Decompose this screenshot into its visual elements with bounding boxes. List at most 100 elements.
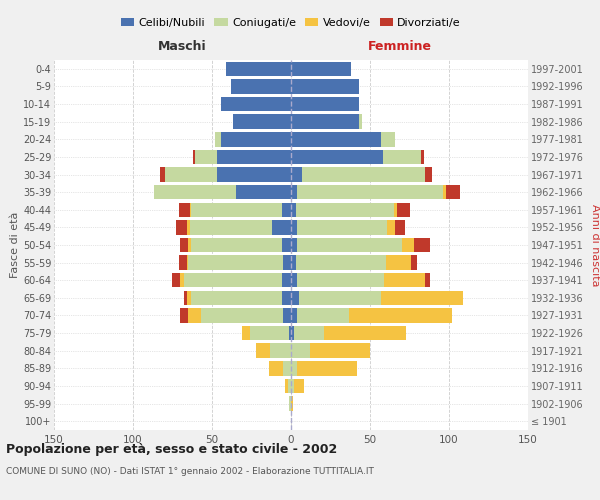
Bar — [298, 308, 349, 322]
Bar — [193, 150, 194, 164]
Bar — [299, 290, 381, 305]
Bar — [386, 256, 411, 270]
Bar — [187, 256, 188, 270]
Bar — [298, 185, 443, 200]
Bar — [291, 273, 298, 287]
Bar — [231, 79, 291, 94]
Bar — [281, 290, 291, 305]
Bar — [221, 97, 291, 112]
Bar — [269, 361, 283, 376]
Bar — [188, 238, 191, 252]
Bar — [187, 290, 191, 305]
Bar — [236, 185, 291, 200]
Bar — [176, 220, 187, 234]
Bar — [395, 220, 405, 234]
Bar — [187, 220, 190, 234]
Legend: Celibi/Nubili, Coniugati/e, Vedovi/e, Divorziati/e: Celibi/Nubili, Coniugati/e, Vedovi/e, Di… — [116, 14, 466, 32]
Text: Femmine: Femmine — [368, 40, 432, 52]
Bar — [291, 344, 310, 358]
Bar — [324, 326, 406, 340]
Bar — [394, 202, 397, 217]
Bar — [291, 114, 359, 129]
Bar — [291, 150, 383, 164]
Bar — [383, 150, 421, 164]
Bar — [283, 308, 291, 322]
Bar — [281, 202, 291, 217]
Bar — [302, 168, 425, 181]
Bar — [298, 220, 388, 234]
Bar — [201, 308, 283, 322]
Bar — [296, 256, 386, 270]
Bar — [217, 168, 291, 181]
Bar — [217, 150, 291, 164]
Bar — [294, 326, 324, 340]
Bar — [425, 273, 430, 287]
Bar — [191, 202, 281, 217]
Bar — [349, 308, 452, 322]
Bar — [446, 185, 460, 200]
Bar — [291, 97, 359, 112]
Bar — [291, 79, 359, 94]
Bar — [272, 220, 291, 234]
Bar — [190, 202, 191, 217]
Bar — [191, 238, 281, 252]
Bar — [291, 202, 296, 217]
Bar — [194, 150, 217, 164]
Bar — [291, 256, 296, 270]
Bar — [291, 220, 298, 234]
Bar — [283, 361, 291, 376]
Bar — [184, 290, 187, 305]
Bar — [289, 326, 291, 340]
Bar — [388, 220, 395, 234]
Bar — [283, 256, 291, 270]
Bar — [281, 238, 291, 252]
Bar — [191, 290, 281, 305]
Bar — [215, 132, 221, 146]
Bar — [233, 114, 291, 129]
Bar — [160, 168, 164, 181]
Bar — [414, 238, 430, 252]
Bar — [173, 273, 181, 287]
Bar — [281, 273, 291, 287]
Bar — [289, 396, 291, 411]
Bar — [411, 256, 418, 270]
Bar — [181, 308, 188, 322]
Text: Maschi: Maschi — [158, 40, 206, 52]
Bar — [298, 361, 358, 376]
Bar — [310, 344, 370, 358]
Bar — [294, 378, 304, 393]
Bar — [443, 185, 446, 200]
Bar — [181, 273, 184, 287]
Bar — [291, 185, 298, 200]
Bar — [291, 378, 294, 393]
Bar — [291, 396, 293, 411]
Bar — [291, 132, 381, 146]
Bar — [154, 185, 236, 200]
Y-axis label: Fasce di età: Fasce di età — [10, 212, 20, 278]
Bar — [184, 273, 281, 287]
Bar — [401, 238, 414, 252]
Bar — [384, 273, 425, 287]
Bar — [179, 202, 190, 217]
Bar — [359, 114, 362, 129]
Bar — [298, 238, 401, 252]
Bar — [284, 378, 288, 393]
Bar — [291, 238, 298, 252]
Bar — [397, 202, 409, 217]
Bar — [296, 202, 394, 217]
Bar — [250, 326, 289, 340]
Bar — [256, 344, 271, 358]
Bar — [381, 132, 395, 146]
Y-axis label: Anni di nascita: Anni di nascita — [590, 204, 600, 286]
Bar — [291, 62, 351, 76]
Bar — [288, 378, 291, 393]
Bar — [381, 290, 463, 305]
Bar — [190, 220, 272, 234]
Bar — [421, 150, 424, 164]
Bar — [291, 308, 298, 322]
Bar — [291, 290, 299, 305]
Bar — [425, 168, 431, 181]
Bar — [188, 256, 283, 270]
Bar — [291, 326, 294, 340]
Text: Popolazione per età, sesso e stato civile - 2002: Popolazione per età, sesso e stato civil… — [6, 442, 337, 456]
